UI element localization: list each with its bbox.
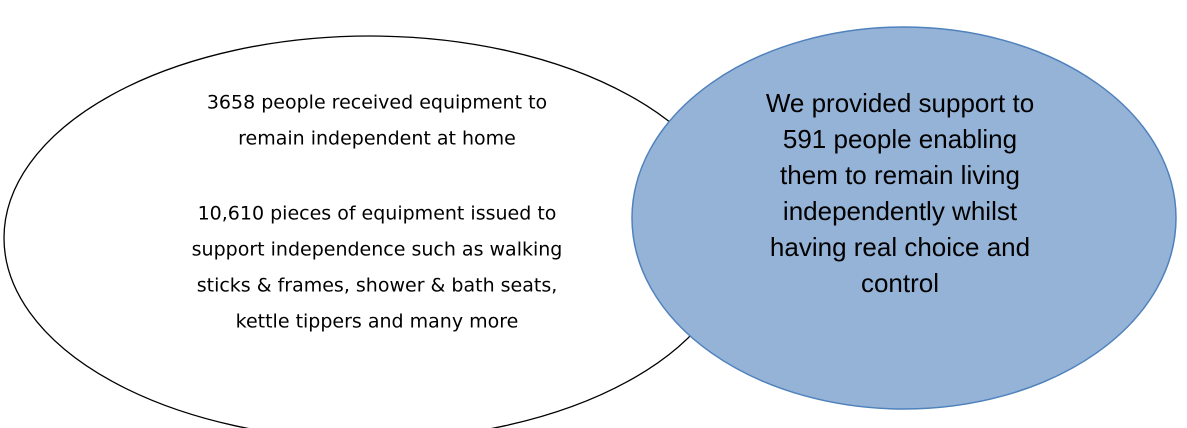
left-text: 3658 people received equipment to remain …	[192, 92, 563, 333]
left-line: sticks & frames, shower & bath seats,	[197, 275, 558, 297]
left-line: kettle tippers and many more	[236, 311, 519, 333]
left-line: support independence such as walking	[192, 239, 563, 261]
right-line: them to remain living	[780, 160, 1020, 190]
right-line: control	[861, 268, 939, 298]
right-text: We provided support to 591 people enablin…	[766, 88, 1034, 298]
left-line: 3658 people received equipment to	[207, 92, 547, 114]
right-line: 591 people enabling	[783, 124, 1017, 154]
right-ellipse	[631, 26, 1177, 410]
right-line: having real choice and	[770, 232, 1030, 262]
left-line: remain independent at home	[238, 128, 516, 150]
right-line: independently whilst	[783, 196, 1018, 226]
right-line: We provided support to	[766, 88, 1034, 118]
left-line: 10,610 pieces of equipment issued to	[198, 203, 557, 225]
